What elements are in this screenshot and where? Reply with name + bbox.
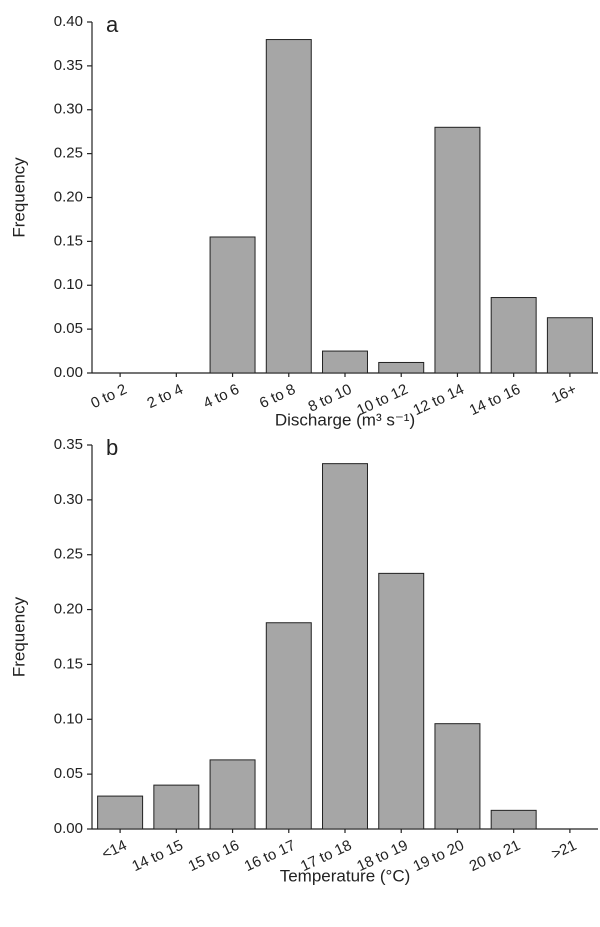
x-tick-label: 15 to 16 (186, 837, 242, 875)
y-tick-label: 0.20 (54, 601, 83, 618)
bar (490, 809, 537, 830)
y-tick-label: 0.10 (54, 276, 83, 293)
x-tick-label: 19 to 20 (410, 837, 466, 875)
y-tick-label: 0.15 (54, 655, 83, 672)
x-axis-title: Temperature (°C) (280, 866, 411, 885)
bar (209, 236, 256, 374)
x-tick-label: 2 to 4 (145, 381, 186, 412)
x-tick-label: 20 to 21 (467, 837, 523, 875)
x-tick-label: 6 to 8 (257, 381, 298, 412)
x-tick-label: 0 to 2 (88, 381, 129, 412)
bar (434, 126, 481, 374)
y-tick-label: 0.00 (54, 820, 83, 837)
bar (378, 361, 425, 374)
x-tick-label: 14 to 15 (129, 837, 185, 875)
panel-label: a (106, 12, 119, 37)
x-axis-title: Discharge (m³ s⁻¹) (275, 410, 415, 429)
x-tick-label: >21 (549, 837, 579, 863)
y-tick-label: 0.30 (54, 491, 83, 508)
x-tick-label: 4 to 6 (201, 381, 242, 412)
panel-label: b (106, 435, 118, 460)
y-tick-label: 0.25 (54, 546, 83, 563)
y-tick-label: 0.30 (54, 101, 83, 118)
bar (265, 622, 312, 830)
y-tick-label: 0.35 (54, 436, 83, 453)
bar (378, 572, 425, 830)
bar (153, 784, 200, 830)
x-tick-label: <14 (99, 837, 129, 863)
y-tick-label: 0.35 (54, 57, 83, 74)
y-tick-label: 0.10 (54, 710, 83, 727)
bar (209, 759, 256, 830)
y-axis-title: Frequency (9, 157, 28, 238)
bar (546, 317, 593, 374)
y-tick-label: 0.25 (54, 145, 83, 162)
bar (97, 795, 144, 830)
y-tick-label: 0.05 (54, 320, 83, 337)
bar (434, 723, 481, 830)
y-tick-label: 0.05 (54, 765, 83, 782)
y-tick-label: 0.00 (54, 364, 83, 381)
y-tick-label: 0.20 (54, 188, 83, 205)
y-axis-title: Frequency (9, 596, 28, 677)
y-tick-label: 0.40 (54, 13, 83, 30)
y-tick-label: 0.15 (54, 232, 83, 249)
bar (322, 463, 368, 830)
bar (322, 350, 368, 374)
bar (490, 297, 537, 374)
x-tick-label: 14 to 16 (467, 381, 523, 419)
x-tick-label: 12 to 14 (410, 381, 466, 419)
x-tick-label: 16+ (549, 381, 579, 407)
bar (265, 39, 312, 374)
